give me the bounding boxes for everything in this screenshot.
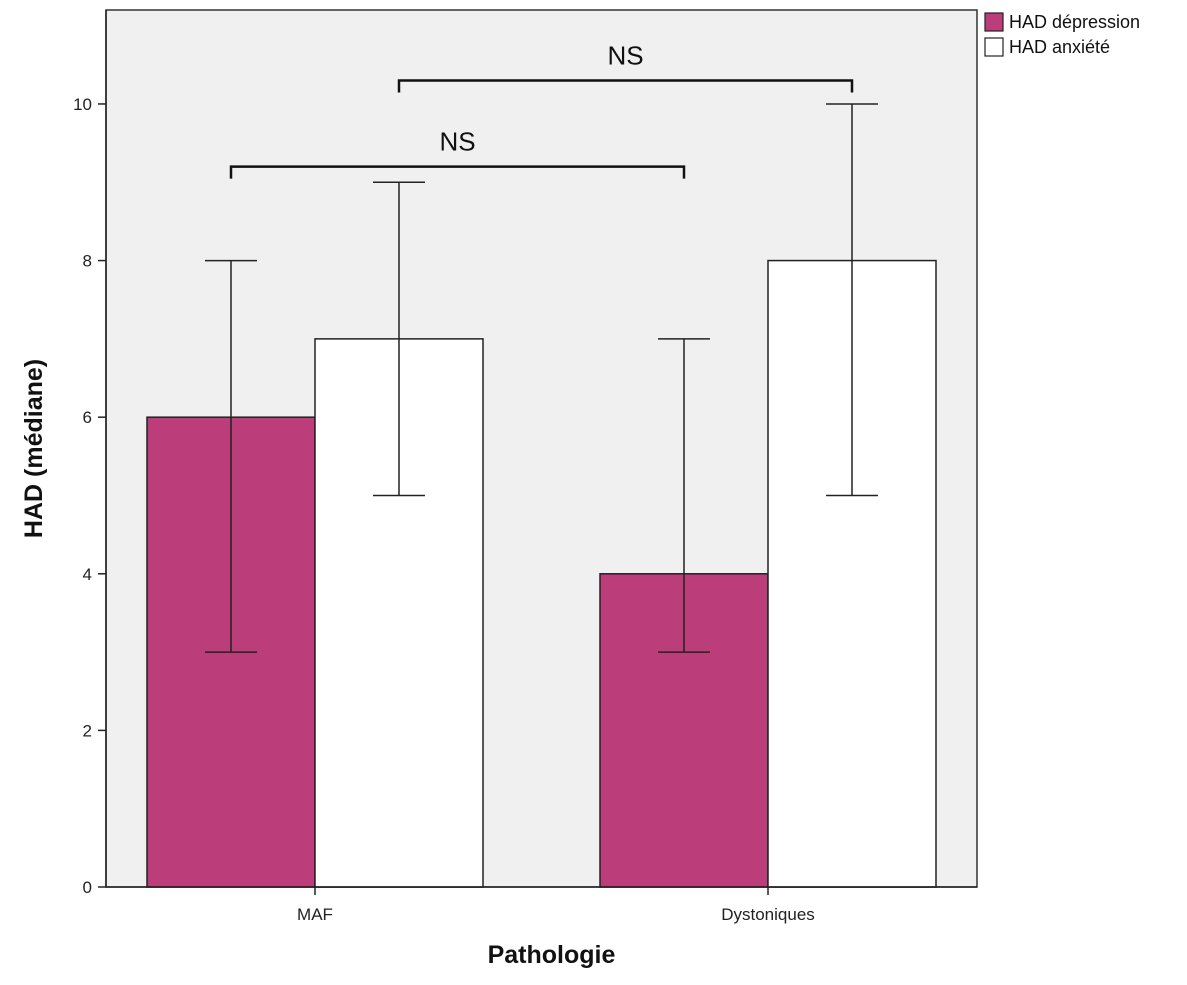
y-tick-label: 4: [83, 565, 92, 584]
significance-label: NS: [607, 40, 643, 70]
y-tick-label: 2: [83, 721, 92, 740]
annotations-layer: NS NS: [229, 40, 854, 179]
legend-swatch: [984, 37, 1004, 57]
significance-bracket: NS: [397, 40, 854, 93]
error-bar-maf-depression: [205, 259, 257, 653]
y-ticks: 0 2 4 6 8 10: [73, 95, 106, 897]
y-tick-label: 10: [73, 95, 92, 114]
y-axis-title: HAD (médiane): [20, 359, 48, 538]
x-ticks: MAF Dystoniques: [297, 887, 815, 924]
error-bar-maf-anxiete: [373, 181, 425, 497]
x-tick-label: Dystoniques: [721, 905, 815, 924]
x-tick-label: MAF: [297, 905, 333, 924]
legend-item: HAD dépression: [984, 12, 1140, 32]
error-bars-layer: [205, 103, 878, 653]
legend-label: HAD anxiété: [1009, 37, 1110, 57]
bracket-line: [397, 79, 854, 93]
legend: HAD dépression HAD anxiété: [984, 12, 1140, 57]
significance-label: NS: [439, 127, 475, 157]
y-tick-label: 0: [83, 878, 92, 897]
bracket-line: [229, 165, 686, 179]
error-bar-dystoniques-depression: [658, 338, 710, 653]
y-tick-label: 6: [83, 408, 92, 427]
legend-label: HAD dépression: [1009, 12, 1140, 32]
y-tick-label: 8: [83, 252, 92, 271]
legend-item: HAD anxiété: [984, 37, 1110, 57]
legend-swatch: [984, 12, 1004, 32]
error-bar-dystoniques-anxiete: [826, 103, 878, 497]
significance-bracket: NS: [229, 127, 686, 179]
x-axis-title: Pathologie: [488, 941, 616, 969]
